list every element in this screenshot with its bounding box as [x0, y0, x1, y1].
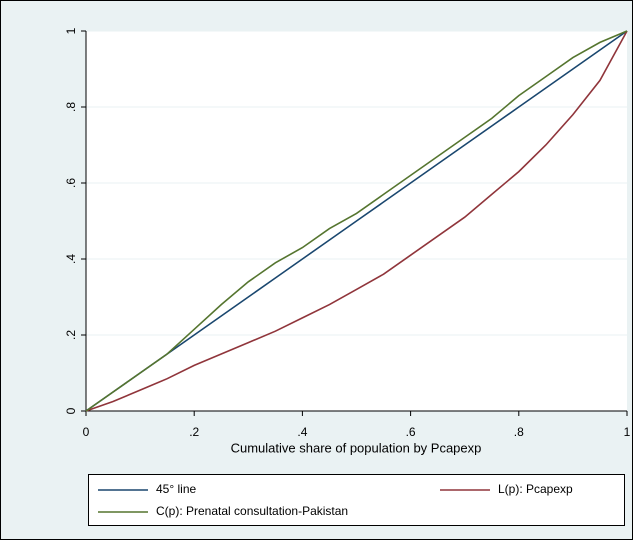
series-line [85, 30, 628, 412]
legend-label: 45° line [156, 482, 196, 496]
series-line [85, 30, 628, 412]
legend-label: C(p): Prenatal consultation-Pakistan [156, 504, 348, 518]
y-tick-label: 0 [64, 407, 78, 414]
legend-label: L(p): Pcapexp [498, 482, 573, 496]
x-tick-label: 0 [83, 425, 90, 439]
x-tick-label: .4 [297, 425, 307, 439]
y-tick-label: .6 [64, 178, 78, 188]
y-tick-label: .4 [64, 254, 78, 264]
y-tick-label: .2 [64, 330, 78, 340]
y-tick-label: .8 [64, 102, 78, 112]
x-axis-title: Cumulative share of population by Pcapex… [231, 440, 482, 455]
series-line [85, 30, 628, 412]
y-tick-label: 1 [64, 27, 78, 34]
x-tick-label: 1 [624, 425, 631, 439]
x-tick-label: .8 [514, 425, 524, 439]
x-tick-label: .2 [189, 425, 199, 439]
x-tick-label: .6 [406, 425, 416, 439]
legend [88, 474, 625, 526]
